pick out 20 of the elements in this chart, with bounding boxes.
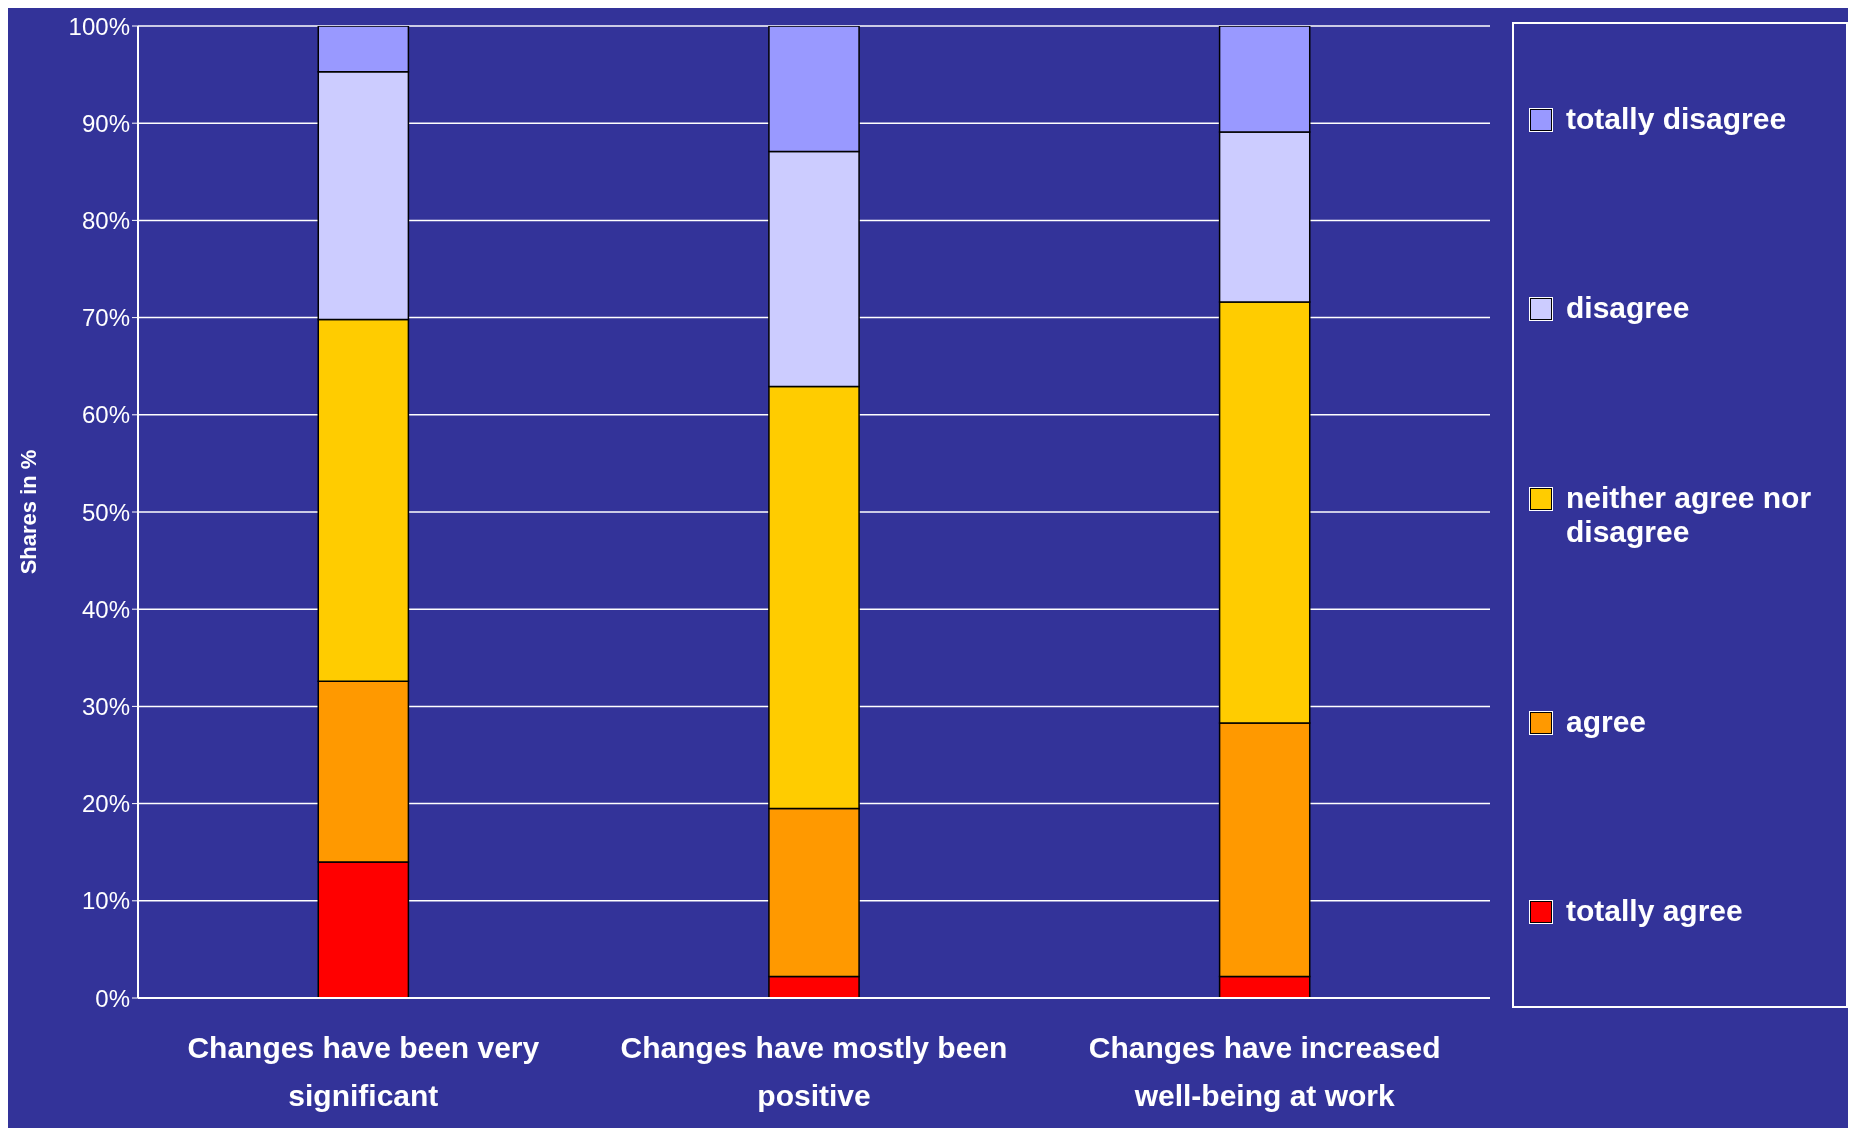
legend-label: disagree — [1566, 291, 1690, 326]
y-tick-label: 80% — [81, 206, 130, 234]
y-tick-label: 90% — [81, 109, 130, 137]
y-axis-title: Shares in % — [15, 449, 41, 575]
legend-label: totally disagree — [1566, 101, 1787, 136]
y-tick-label: 40% — [81, 595, 130, 623]
y-tick-label: 100% — [68, 12, 130, 40]
y-tick-label: 50% — [81, 498, 130, 526]
y-tick-label: 20% — [81, 790, 130, 818]
x-tick-label: Changes have mostly been positive — [620, 1031, 1008, 1112]
y-tick-label: 70% — [81, 304, 130, 332]
y-tick-label: 10% — [81, 887, 130, 915]
legend-label: totally agree — [1566, 894, 1743, 929]
legend-label: agree — [1566, 704, 1647, 739]
x-tick-label: Changes have increased well-being at work — [1088, 1031, 1441, 1112]
legend-label: neither agree nor disagree — [1566, 480, 1813, 549]
x-tick-label: Changes have been very significant — [187, 1031, 540, 1112]
y-tick-label: 60% — [81, 401, 130, 429]
y-tick-label: 0% — [95, 984, 130, 1012]
y-tick-label: 30% — [81, 692, 130, 720]
